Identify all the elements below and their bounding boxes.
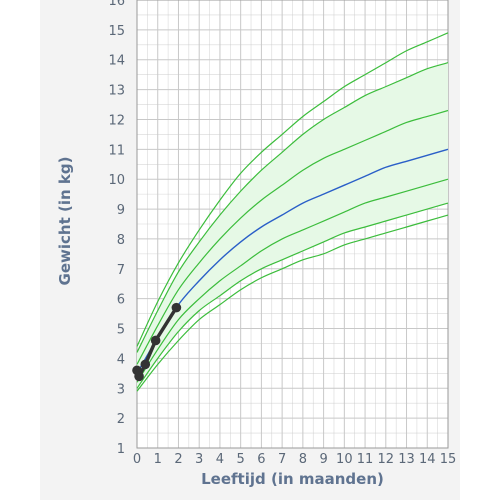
y-tick-label: 8 <box>117 233 125 248</box>
y-tick-label: 6 <box>117 293 125 308</box>
y-tick-label: 2 <box>117 412 125 427</box>
percentile-line-7 <box>136 32 449 347</box>
x-axis-title: Leeftijd (in maanden) <box>201 470 384 488</box>
x-tick-label: 2 <box>174 452 182 467</box>
x-tick-label: 6 <box>257 452 265 467</box>
x-tick-label: 14 <box>419 452 436 467</box>
growth-chart: 0 1 2 3 4 5 6 7 8 9 10 11 12 13 14 15123456789101112131… <box>56 0 457 488</box>
y-tick-label: 7 <box>117 263 125 278</box>
measurement-point <box>171 302 182 313</box>
measurement-point <box>150 335 161 346</box>
x-tick-label: 8 <box>299 452 307 467</box>
x-tick-label: 13 <box>398 452 415 467</box>
y-tick-label: 10 <box>108 173 125 188</box>
x-tick-label: 7 <box>278 452 286 467</box>
x-tick-label: 5 <box>237 452 245 467</box>
percentile-line-5 <box>136 109 449 365</box>
y-tick-label: 15 <box>108 24 125 39</box>
x-tick-label: 9 <box>319 452 327 467</box>
y-tick-label: 14 <box>108 54 125 69</box>
percentile-line-3 <box>136 178 449 383</box>
x-tick-label: 15 <box>440 452 457 467</box>
x-tick-label: 12 <box>378 452 395 467</box>
y-tick-label: 5 <box>117 323 125 338</box>
y-tick-label: 13 <box>108 84 125 99</box>
median-line <box>136 148 449 374</box>
plot-border <box>136 0 449 449</box>
y-tick-label: 16 <box>108 0 125 9</box>
y-tick-label: 12 <box>108 113 125 128</box>
percentile-line-2 <box>136 202 449 389</box>
y-tick-label: 3 <box>117 382 125 397</box>
percentile-line-6 <box>136 62 449 353</box>
percentile-line-1 <box>136 214 449 392</box>
x-tick-label: 0 <box>133 452 141 467</box>
x-tick-label: 1 <box>154 452 162 467</box>
x-tick-label: 11 <box>357 452 374 467</box>
reference-band <box>137 62 448 389</box>
measurement-point <box>140 359 151 370</box>
y-tick-label: 4 <box>117 352 125 367</box>
y-tick-label: 11 <box>108 143 125 158</box>
measurement-point <box>134 371 144 382</box>
x-tick-label: 3 <box>195 452 203 467</box>
y-axis-title: Gewicht (in kg) <box>56 157 74 286</box>
chart-frame: 0 1 2 3 4 5 6 7 8 9 10 11 12 13 14 15 1 2 3 4 5 6 7 8 9 10 11 12 13 1… <box>40 0 460 500</box>
y-tick-label: 9 <box>117 203 125 218</box>
x-tick-label: 10 <box>336 452 353 467</box>
y-tick-label: 1 <box>117 442 125 457</box>
x-tick-label: 4 <box>216 452 224 467</box>
